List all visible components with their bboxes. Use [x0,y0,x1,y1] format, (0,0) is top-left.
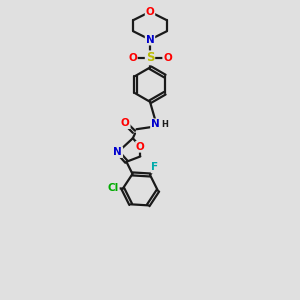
Text: N: N [113,147,122,157]
Text: O: O [128,53,137,63]
Text: O: O [163,53,172,63]
Text: O: O [121,118,130,128]
Text: N: N [146,34,154,45]
Text: O: O [146,7,154,17]
Text: Cl: Cl [108,183,119,193]
Text: F: F [152,163,159,172]
Text: O: O [136,142,145,152]
Text: N: N [151,119,160,129]
Text: S: S [146,51,154,64]
Text: H: H [161,120,168,129]
